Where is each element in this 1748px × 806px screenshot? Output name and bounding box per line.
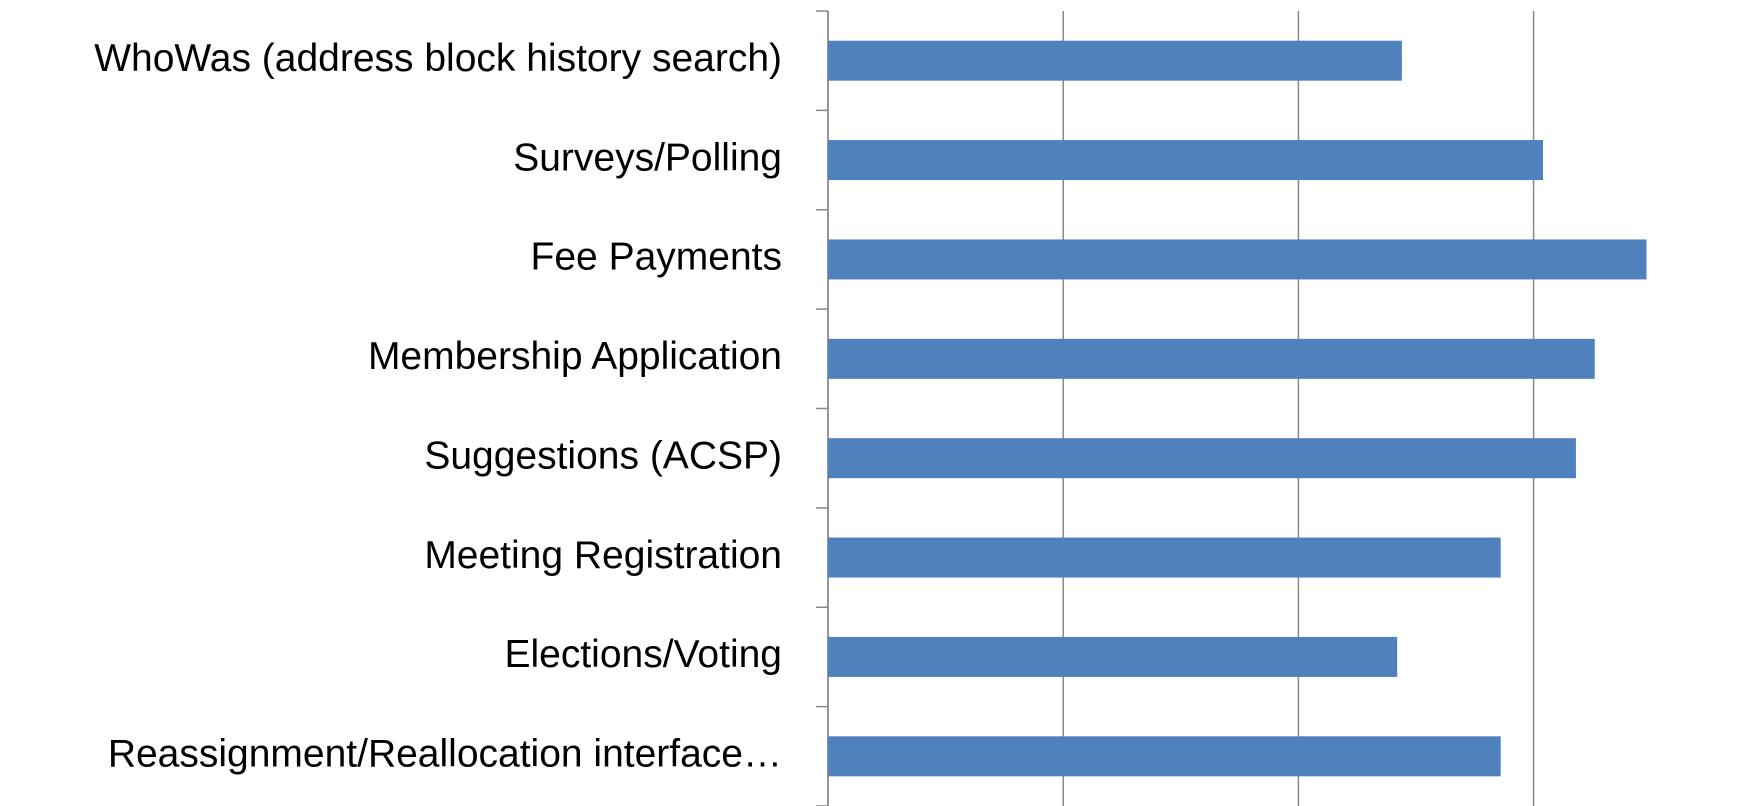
y-tick-label: Membership Application bbox=[368, 335, 782, 378]
bar bbox=[828, 140, 1544, 181]
y-tick-label: Surveys/Polling bbox=[513, 136, 782, 179]
bar bbox=[828, 636, 1398, 677]
y-tick-label: Reassignment/Reallocation interface… bbox=[108, 733, 782, 776]
bar bbox=[828, 537, 1501, 578]
y-tick-label: Elections/Voting bbox=[504, 633, 782, 676]
y-tick-label: Fee Payments bbox=[531, 236, 782, 279]
bar bbox=[828, 438, 1576, 479]
y-tick-label: Meeting Registration bbox=[424, 534, 782, 577]
bar bbox=[828, 239, 1647, 280]
bar bbox=[828, 40, 1402, 81]
y-tick-label: Suggestions (ACSP) bbox=[424, 434, 782, 477]
bar bbox=[828, 736, 1501, 777]
bar bbox=[828, 338, 1595, 379]
y-tick-label: WhoWas (address block history search) bbox=[94, 37, 782, 80]
